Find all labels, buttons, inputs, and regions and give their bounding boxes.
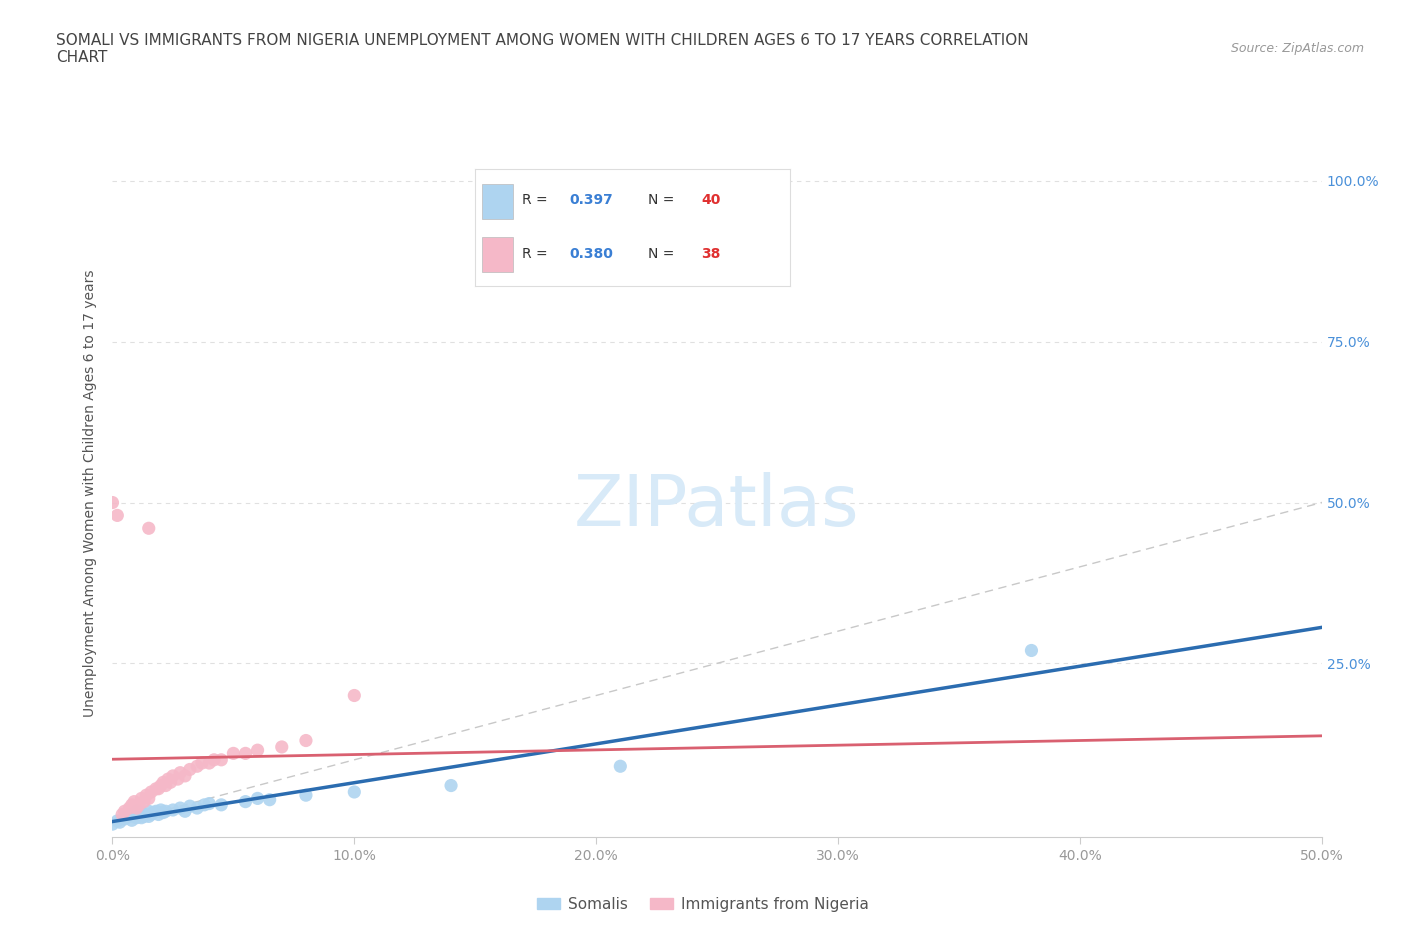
Point: [132, 794, 155, 809]
Point: [114, 812, 136, 827]
Point: [270, 739, 292, 754]
Y-axis label: Unemployment Among Women with Children Ages 6 to 17 years: Unemployment Among Women with Children A…: [83, 269, 97, 717]
Point: [138, 804, 160, 818]
Point: [135, 807, 157, 822]
Point: [235, 794, 257, 809]
Point: [138, 791, 160, 806]
Point: [128, 797, 150, 812]
Text: ZIPatlas: ZIPatlas: [574, 472, 860, 541]
Point: [186, 759, 208, 774]
Point: [259, 792, 281, 807]
Point: [295, 733, 318, 748]
Point: [198, 755, 221, 770]
Point: [198, 796, 221, 811]
Point: [114, 810, 136, 825]
Point: [155, 778, 177, 793]
Point: [186, 801, 208, 816]
Point: [157, 772, 180, 787]
Point: [111, 807, 134, 822]
Point: [169, 801, 191, 816]
Point: [121, 807, 143, 822]
Point: [202, 752, 225, 767]
Point: [209, 797, 232, 812]
Point: [179, 799, 201, 814]
Point: [132, 809, 155, 824]
Point: [609, 759, 631, 774]
Point: [125, 809, 148, 824]
Point: [108, 815, 131, 830]
Point: [222, 746, 245, 761]
Point: [138, 809, 160, 824]
Point: [166, 772, 188, 787]
Point: [152, 805, 174, 820]
Point: [162, 803, 184, 817]
Point: [148, 781, 170, 796]
Point: [114, 804, 136, 818]
Point: [101, 495, 124, 510]
Point: [169, 765, 191, 780]
Point: [105, 508, 128, 523]
Point: [105, 814, 128, 829]
Point: [155, 804, 177, 818]
Point: [209, 752, 232, 767]
Point: [122, 794, 145, 809]
Point: [148, 807, 170, 822]
Text: SOMALI VS IMMIGRANTS FROM NIGERIA UNEMPLOYMENT AMONG WOMEN WITH CHILDREN AGES 6 : SOMALI VS IMMIGRANTS FROM NIGERIA UNEMPL…: [56, 33, 1029, 65]
Point: [121, 813, 143, 828]
Text: Source: ZipAtlas.com: Source: ZipAtlas.com: [1230, 42, 1364, 55]
Point: [235, 746, 257, 761]
Point: [118, 801, 141, 816]
Point: [149, 803, 172, 817]
Point: [118, 809, 141, 824]
Point: [1021, 643, 1043, 658]
Point: [131, 805, 153, 820]
Point: [295, 788, 318, 803]
Point: [131, 810, 153, 825]
Point: [159, 775, 181, 790]
Point: [149, 778, 172, 793]
Point: [191, 755, 214, 770]
Point: [152, 775, 174, 790]
Point: [101, 817, 124, 831]
Point: [135, 788, 157, 803]
Point: [145, 781, 167, 796]
Point: [125, 801, 148, 816]
Point: [246, 743, 269, 758]
Point: [125, 804, 148, 818]
Point: [141, 807, 163, 822]
Point: [179, 762, 201, 777]
Point: [162, 768, 184, 783]
Point: [440, 778, 463, 793]
Point: [246, 791, 269, 806]
Point: [131, 791, 153, 806]
Legend: Somalis, Immigrants from Nigeria: Somalis, Immigrants from Nigeria: [531, 891, 875, 918]
Point: [142, 805, 165, 820]
Point: [174, 804, 197, 818]
Point: [121, 797, 143, 812]
Point: [138, 521, 160, 536]
Point: [343, 688, 366, 703]
Point: [193, 797, 215, 812]
Point: [145, 804, 167, 818]
Point: [174, 768, 197, 783]
Point: [125, 810, 148, 825]
Point: [141, 785, 163, 800]
Point: [343, 785, 366, 800]
